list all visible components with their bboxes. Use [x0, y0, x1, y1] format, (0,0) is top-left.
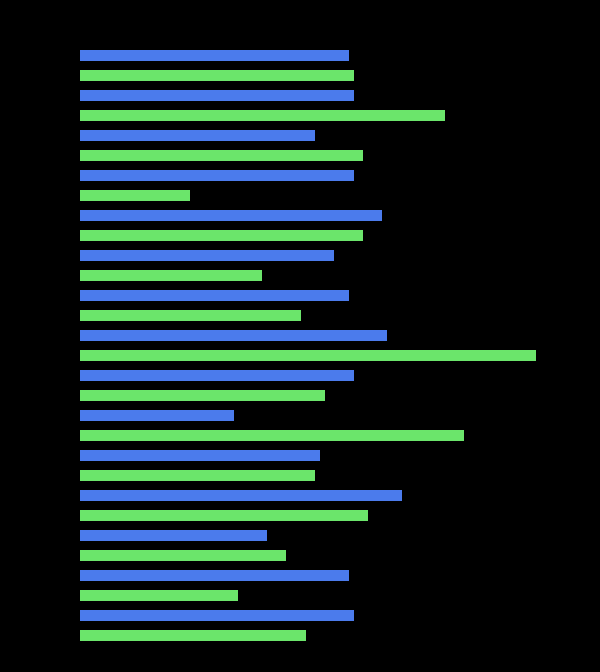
bar — [80, 390, 325, 401]
bar — [80, 130, 315, 141]
bar — [80, 310, 301, 321]
bar — [80, 270, 262, 281]
bar — [80, 550, 286, 561]
bar — [80, 630, 306, 641]
bar — [80, 370, 354, 381]
bar — [80, 170, 354, 181]
bar — [80, 290, 349, 301]
bar — [80, 610, 354, 621]
bar — [80, 530, 267, 541]
bar — [80, 50, 349, 61]
bar — [80, 450, 320, 461]
bar — [80, 330, 387, 341]
bar — [80, 490, 402, 501]
bar — [80, 410, 234, 421]
bar — [80, 90, 354, 101]
bar — [80, 230, 363, 241]
bar — [80, 430, 464, 441]
bar — [80, 590, 238, 601]
bar-chart — [0, 0, 600, 672]
bar — [80, 210, 382, 221]
bar — [80, 350, 536, 361]
bar — [80, 70, 354, 81]
bar — [80, 470, 315, 481]
bar — [80, 570, 349, 581]
bar — [80, 190, 190, 201]
bar — [80, 510, 368, 521]
bar — [80, 150, 363, 161]
bars-layer — [80, 50, 560, 640]
bar — [80, 250, 334, 261]
bar — [80, 110, 445, 121]
